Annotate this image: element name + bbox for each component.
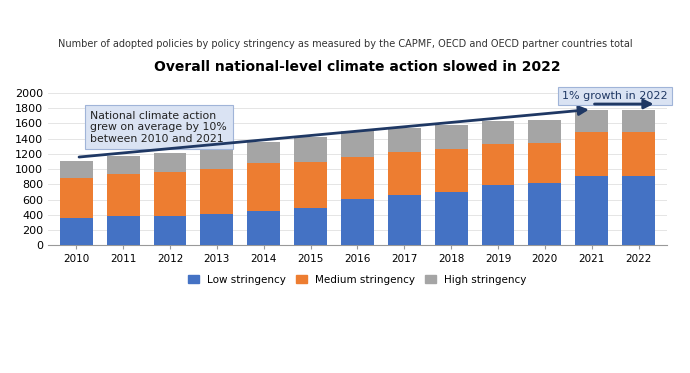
Bar: [529, 120, 561, 143]
Bar: [60, 162, 92, 178]
Bar: [388, 152, 421, 195]
Bar: [575, 132, 608, 176]
Bar: [482, 185, 515, 245]
Bar: [107, 156, 139, 174]
Bar: [435, 125, 468, 149]
Bar: [154, 153, 186, 172]
Bar: [201, 169, 233, 214]
Bar: [575, 110, 608, 132]
Bar: [388, 195, 421, 245]
Bar: [622, 110, 655, 132]
Bar: [529, 143, 561, 183]
Bar: [575, 176, 608, 245]
Bar: [154, 172, 186, 216]
Bar: [294, 208, 327, 245]
Bar: [622, 132, 655, 176]
Bar: [294, 137, 327, 162]
Bar: [529, 183, 561, 245]
Title: Overall national-level climate action slowed in 2022: Overall national-level climate action sl…: [154, 60, 561, 74]
Bar: [201, 148, 233, 169]
Bar: [388, 128, 421, 152]
Bar: [341, 131, 374, 157]
Bar: [107, 216, 139, 245]
Bar: [60, 218, 92, 245]
Bar: [201, 214, 233, 245]
Bar: [341, 157, 374, 199]
Bar: [482, 121, 515, 144]
Bar: [294, 162, 327, 208]
Bar: [435, 149, 468, 192]
Text: National climate action
grew on average by 10%
between 2010 and 2021: National climate action grew on average …: [90, 111, 227, 144]
Bar: [622, 176, 655, 245]
Legend: Low stringency, Medium stringency, High stringency: Low stringency, Medium stringency, High …: [184, 270, 531, 289]
Bar: [341, 199, 374, 245]
Text: 1% growth in 2022: 1% growth in 2022: [562, 91, 668, 101]
Bar: [247, 211, 280, 245]
Text: Number of adopted policies by policy stringency as measured by the CAPMF, OECD a: Number of adopted policies by policy str…: [58, 39, 632, 49]
Bar: [247, 142, 280, 163]
Bar: [247, 163, 280, 211]
Bar: [154, 216, 186, 245]
Bar: [60, 178, 92, 218]
Bar: [107, 174, 139, 216]
Bar: [435, 192, 468, 245]
Bar: [482, 144, 515, 185]
